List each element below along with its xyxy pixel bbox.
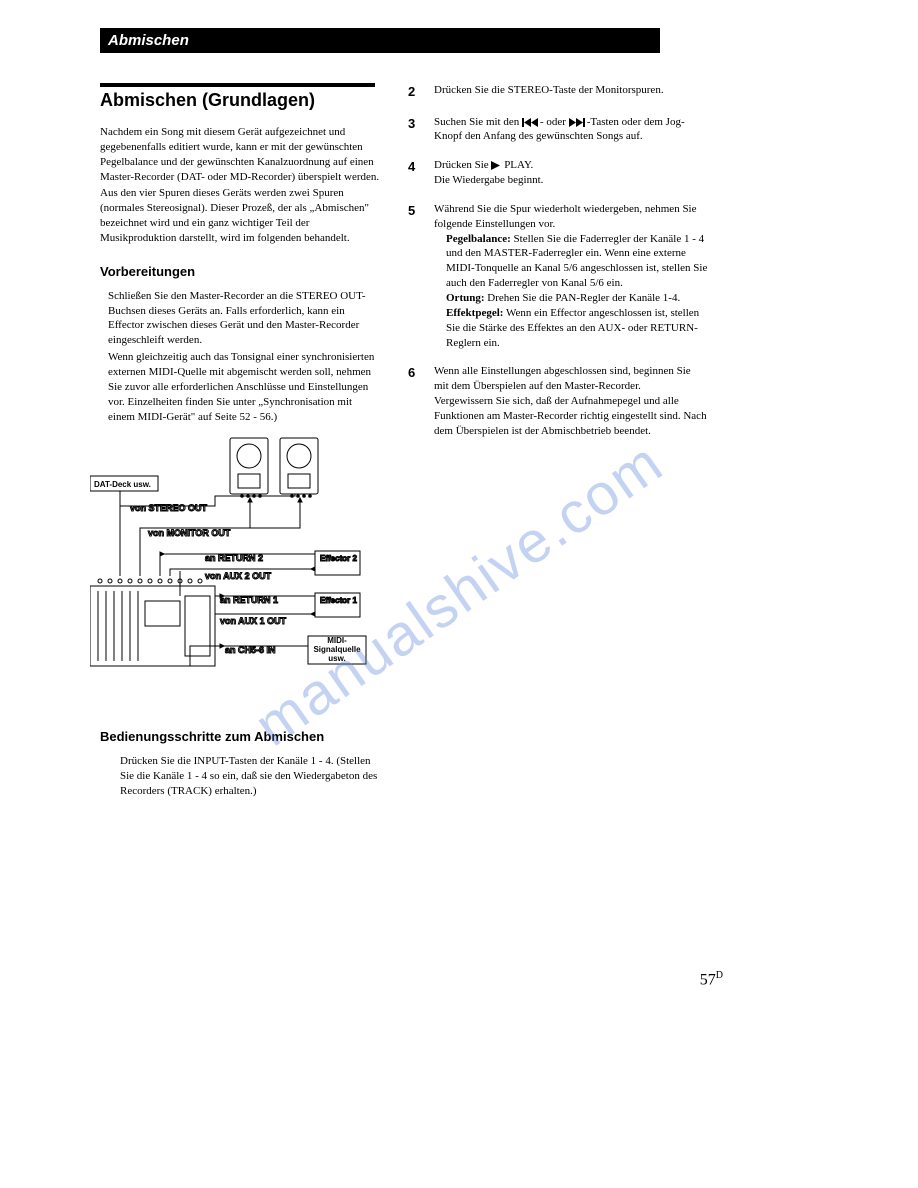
step-num-3: 3	[408, 115, 422, 145]
step-4: 4 Drücken Sie PLAY. Die Wiedergabe begin…	[408, 158, 708, 188]
diagram-stereo-out: von STEREO OUT	[130, 503, 208, 513]
step3-a: Suchen Sie mit den	[434, 116, 522, 128]
title-rule	[100, 83, 375, 87]
step-6: 6 Wenn alle Einstellungen abgeschlossen …	[408, 364, 708, 438]
step-2-body: Drücken Sie die STEREO-Taste der Monitor…	[434, 83, 708, 101]
page-number: 57D	[700, 970, 723, 989]
page-number-sup: D	[716, 970, 723, 981]
step5-b-label: Pegelbalance:	[446, 233, 511, 245]
step-num-5: 5	[408, 202, 422, 350]
section-header-text: Abmischen	[108, 32, 189, 49]
prep-block: Schließen Sie den Master-Recorder an die…	[100, 289, 380, 425]
step-2: 2 Drücken Sie die STEREO-Taste der Monit…	[408, 83, 708, 101]
rewind-icon	[522, 118, 540, 127]
step4-a: Drücken Sie	[434, 159, 491, 171]
step5-c-label: Ortung:	[446, 292, 485, 304]
step6-b: Vergewissern Sie sich, daß der Aufnahmep…	[434, 395, 707, 437]
step-6-body: Wenn alle Einstellungen abgeschlossen si…	[434, 364, 708, 438]
step1-note: Drücken Sie die INPUT-Tasten der Kanäle …	[100, 754, 380, 799]
play-icon	[491, 161, 501, 170]
section-header: Abmischen	[100, 28, 660, 53]
prep-heading: Vorbereitungen	[100, 264, 380, 279]
diagram-return2: an RETURN 2	[205, 553, 263, 563]
step4-c: Die Wiedergabe beginnt.	[434, 174, 543, 186]
step3-b: - oder	[540, 116, 569, 128]
step-4-body: Drücken Sie PLAY. Die Wiedergabe beginnt…	[434, 158, 708, 188]
step4-b: PLAY.	[501, 159, 533, 171]
step-3: 3 Suchen Sie mit den - oder -Tasten oder…	[408, 115, 708, 145]
right-column: 2 Drücken Sie die STEREO-Taste der Monit…	[408, 83, 708, 801]
diagram-aux2: von AUX 2 OUT	[205, 571, 272, 581]
step5-d-label: Effektpegel:	[446, 307, 503, 319]
diagram-monitor-out: von MONITOR OUT	[148, 528, 231, 538]
step-num-4: 4	[408, 158, 422, 188]
step5-c: Drehen Sie die PAN-Regler der Kanäle 1-4…	[485, 292, 681, 304]
content-columns: Abmischen (Grundlagen) Nachdem ein Song …	[100, 83, 838, 801]
step-3-body: Suchen Sie mit den - oder -Tasten oder d…	[434, 115, 708, 145]
steps-heading: Bedienungsschritte zum Abmischen	[100, 729, 380, 744]
intro-block: Nachdem ein Song mit diesem Gerät aufgez…	[100, 125, 380, 246]
step-5-body: Während Sie die Spur wiederholt wiederge…	[434, 202, 708, 350]
diagram-ch56: an CH5-6 IN	[225, 645, 276, 655]
page-number-value: 57	[700, 971, 716, 988]
page-title: Abmischen (Grundlagen)	[100, 90, 380, 111]
intro-p1: Nachdem ein Song mit diesem Gerät aufgez…	[100, 125, 380, 184]
wiring-diagram: DAT-Deck usw. von STEREO OUT	[90, 436, 380, 711]
diagram-eff2: Effector 2	[320, 554, 357, 563]
diagram-return1: an RETURN 1	[220, 595, 278, 605]
fast-forward-icon	[569, 118, 587, 127]
step5-a: Während Sie die Spur wiederholt wiederge…	[434, 203, 697, 230]
step-num-6: 6	[408, 364, 422, 438]
prep-p2: Wenn gleichzeitig auch das Tonsignal ein…	[108, 350, 380, 424]
step-5: 5 Während Sie die Spur wiederholt wieder…	[408, 202, 708, 350]
step-num-2: 2	[408, 83, 422, 101]
intro-p2: Aus den vier Spuren dieses Geräts werden…	[100, 186, 380, 245]
diagram-dat-label: DAT-Deck usw.	[94, 480, 151, 489]
diagram-eff1: Effector 1	[320, 596, 357, 605]
diagram-aux1: von AUX 1 OUT	[220, 616, 287, 626]
left-column: Abmischen (Grundlagen) Nachdem ein Song …	[100, 83, 380, 801]
step6-a: Wenn alle Einstellungen abgeschlossen si…	[434, 365, 691, 392]
diagram-midi: MIDI-Signalquelle usw.	[308, 636, 366, 663]
prep-p1: Schließen Sie den Master-Recorder an die…	[108, 289, 380, 348]
